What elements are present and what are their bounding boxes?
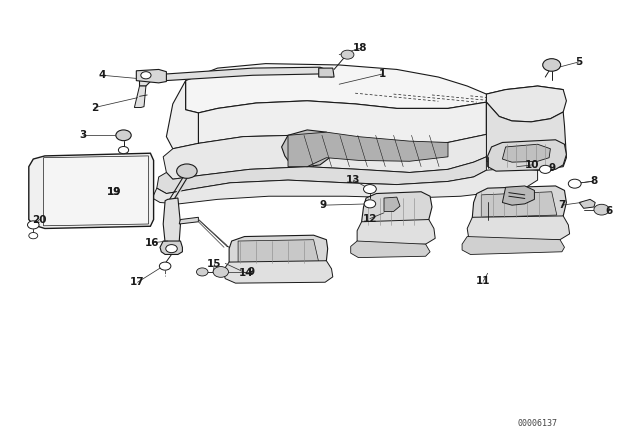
Polygon shape: [481, 192, 557, 217]
Polygon shape: [486, 86, 566, 122]
Text: 00006137: 00006137: [518, 419, 557, 428]
Text: 13: 13: [346, 175, 360, 185]
Polygon shape: [486, 102, 566, 170]
Polygon shape: [160, 241, 182, 254]
Polygon shape: [166, 81, 486, 149]
Polygon shape: [186, 64, 563, 113]
Text: 18: 18: [353, 43, 367, 53]
Polygon shape: [472, 186, 566, 222]
Text: 6: 6: [605, 206, 613, 215]
Polygon shape: [384, 197, 400, 211]
Text: 11: 11: [476, 276, 490, 286]
Circle shape: [159, 262, 171, 270]
Circle shape: [540, 165, 551, 173]
Polygon shape: [229, 235, 328, 267]
Text: 16: 16: [145, 238, 159, 248]
Circle shape: [364, 200, 376, 208]
Circle shape: [196, 268, 208, 276]
Polygon shape: [579, 199, 595, 208]
Text: 4: 4: [99, 70, 106, 80]
Polygon shape: [502, 186, 534, 205]
Text: 12: 12: [363, 214, 377, 224]
Circle shape: [177, 164, 197, 178]
Polygon shape: [351, 241, 430, 258]
Circle shape: [543, 59, 561, 71]
Circle shape: [341, 50, 354, 59]
Text: 20: 20: [33, 215, 47, 224]
Text: 17: 17: [131, 277, 145, 287]
Polygon shape: [462, 237, 564, 254]
Text: 19: 19: [107, 187, 121, 197]
Text: 10: 10: [525, 160, 540, 170]
Circle shape: [141, 72, 151, 79]
Circle shape: [28, 221, 39, 229]
Polygon shape: [44, 156, 148, 226]
Circle shape: [568, 179, 581, 188]
Polygon shape: [223, 261, 333, 283]
Polygon shape: [467, 216, 570, 241]
Polygon shape: [502, 144, 550, 162]
Text: 5: 5: [575, 57, 583, 67]
Text: 15: 15: [207, 259, 221, 269]
Text: 2: 2: [91, 103, 99, 112]
Circle shape: [118, 146, 129, 154]
Polygon shape: [288, 132, 448, 167]
Circle shape: [166, 245, 177, 253]
Text: 8: 8: [590, 176, 598, 186]
Polygon shape: [134, 86, 146, 108]
Circle shape: [29, 233, 38, 239]
Polygon shape: [282, 130, 333, 167]
Polygon shape: [179, 217, 198, 224]
Polygon shape: [238, 240, 319, 263]
Polygon shape: [140, 67, 332, 86]
Polygon shape: [136, 69, 166, 83]
Polygon shape: [319, 68, 334, 77]
Text: 3: 3: [79, 130, 87, 140]
Text: 1: 1: [379, 69, 387, 79]
Circle shape: [116, 130, 131, 141]
Polygon shape: [362, 192, 432, 226]
Text: 9: 9: [548, 163, 556, 173]
Polygon shape: [163, 198, 180, 244]
Polygon shape: [152, 168, 538, 204]
Circle shape: [364, 185, 376, 194]
Polygon shape: [488, 140, 566, 171]
Text: 9: 9: [248, 267, 255, 277]
Circle shape: [213, 267, 228, 277]
Polygon shape: [29, 153, 154, 228]
Circle shape: [594, 204, 609, 215]
Text: 14: 14: [239, 268, 253, 278]
Polygon shape: [157, 157, 486, 194]
Text: 9: 9: [319, 200, 327, 210]
Text: 7: 7: [558, 200, 566, 210]
Polygon shape: [357, 220, 435, 246]
Text: 19: 19: [107, 187, 121, 197]
Polygon shape: [163, 113, 486, 179]
